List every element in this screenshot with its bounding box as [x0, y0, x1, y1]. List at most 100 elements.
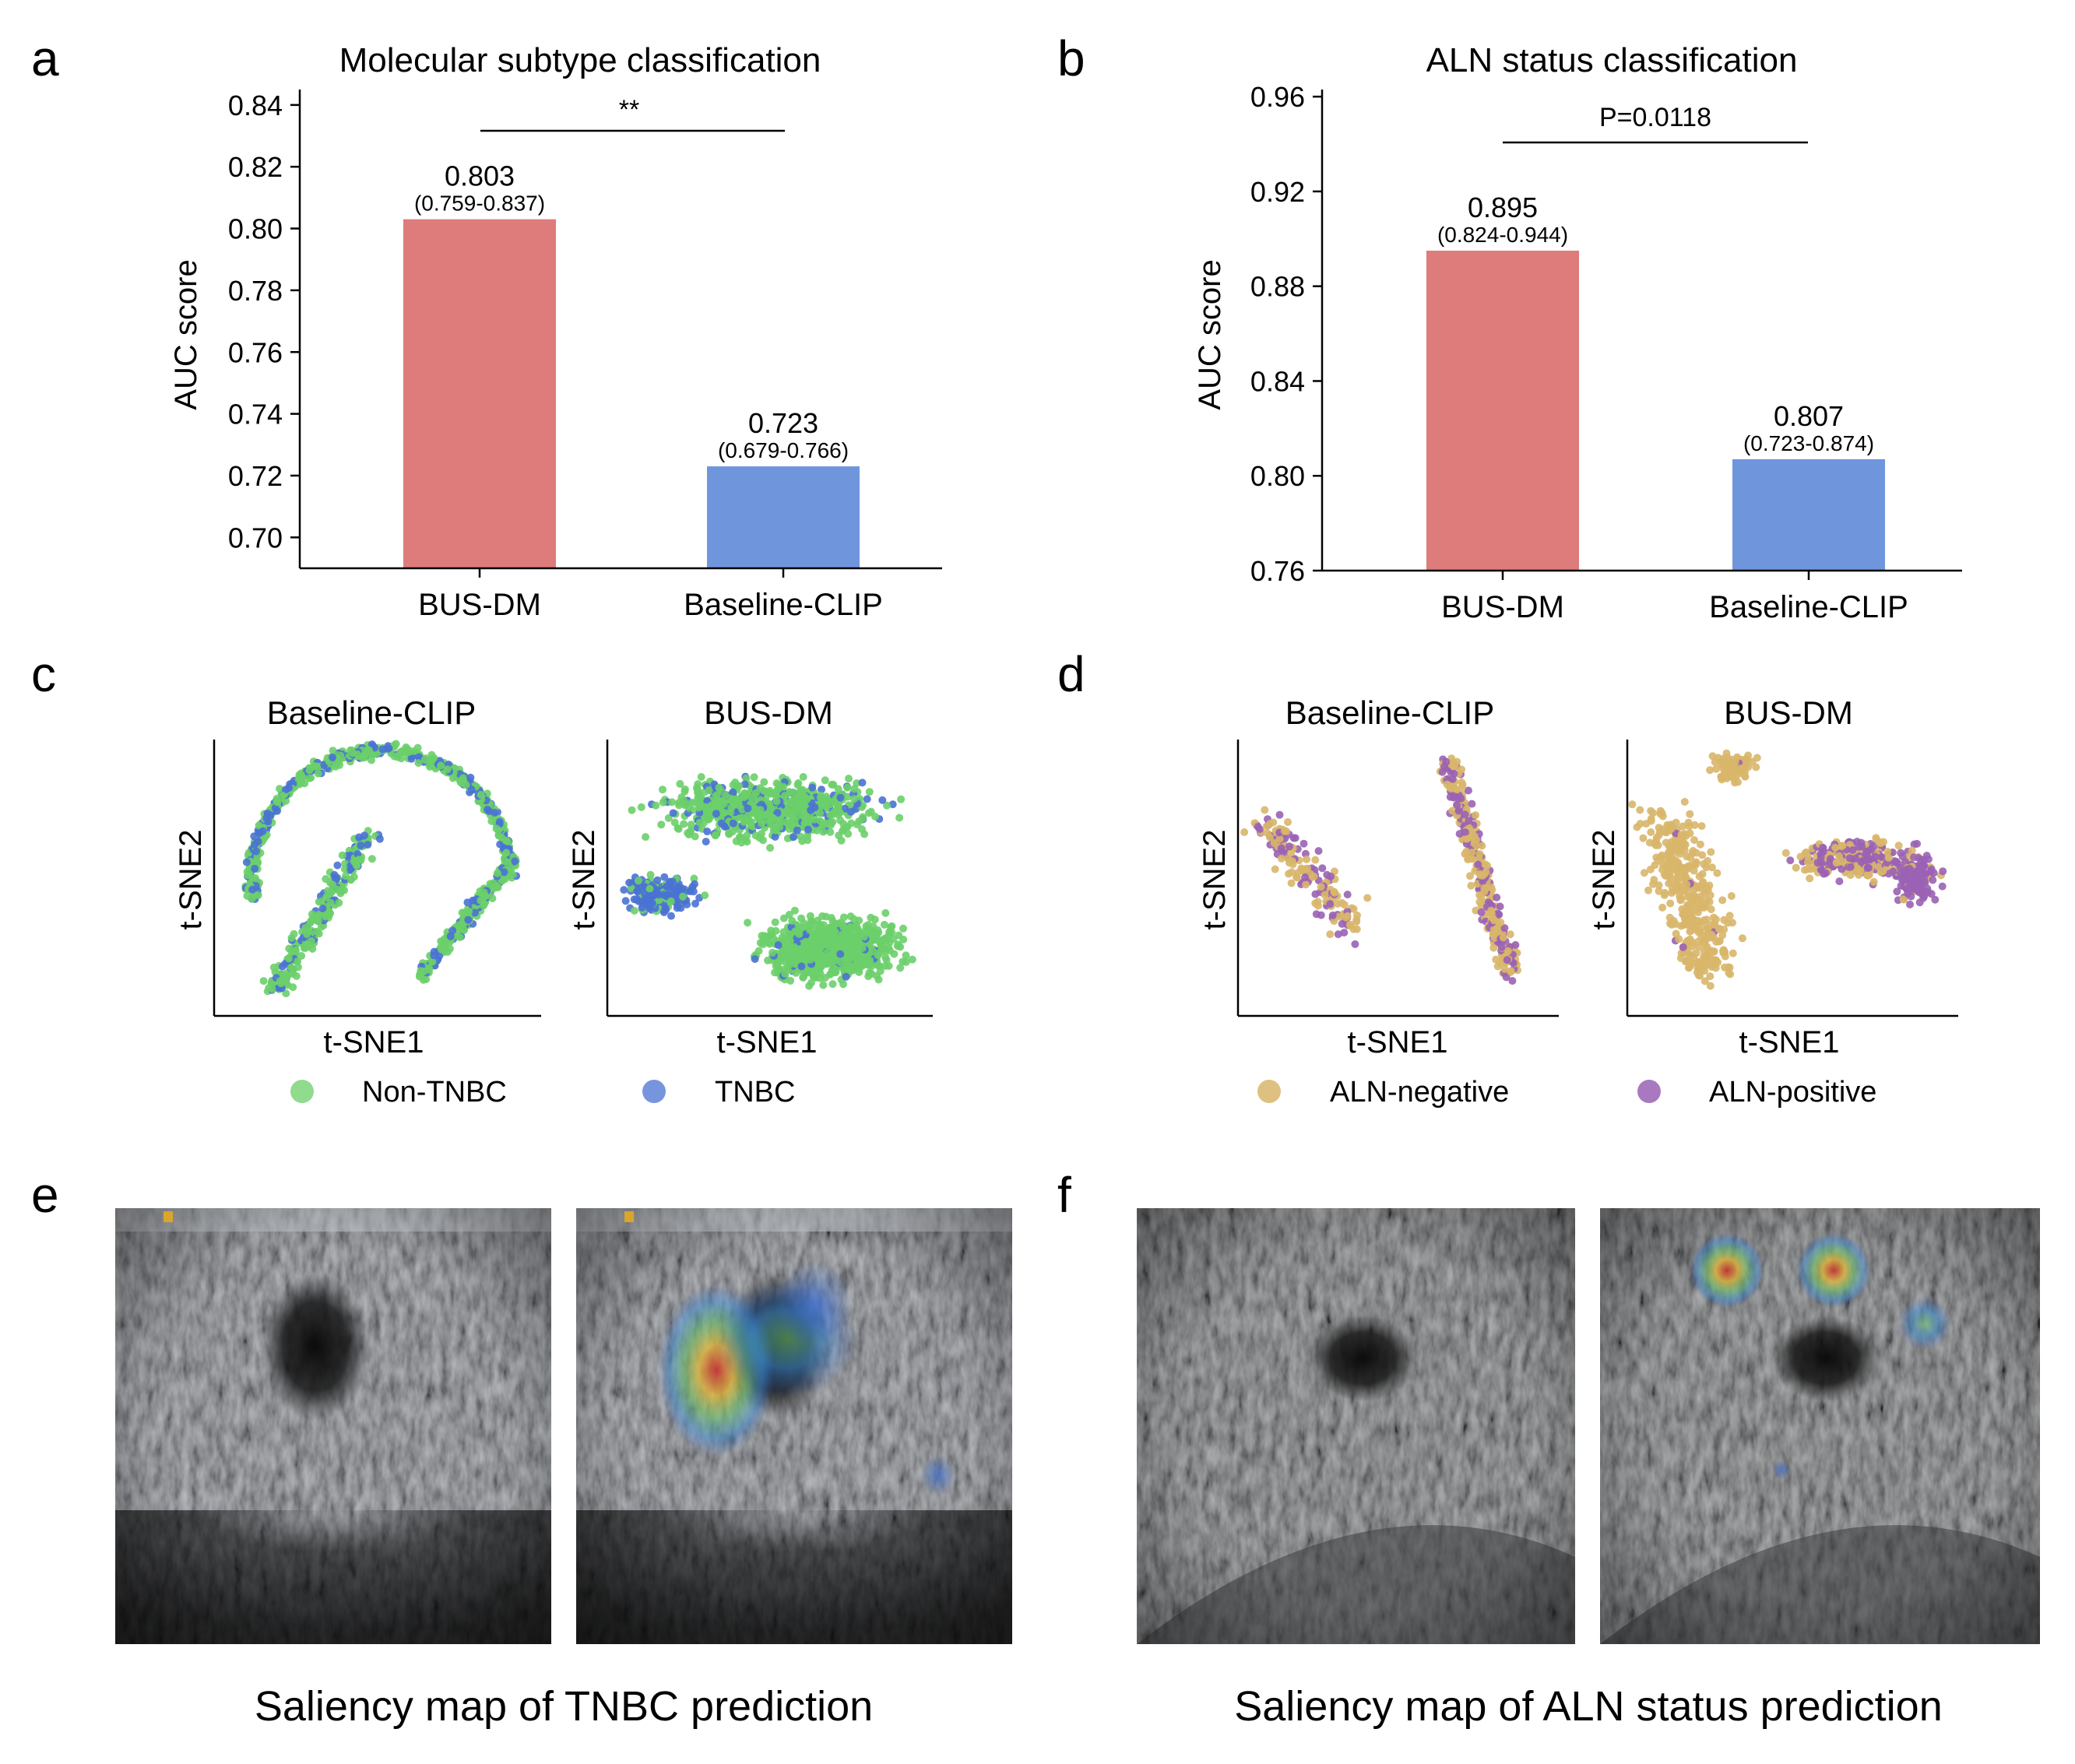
- scatter-point: [1506, 930, 1514, 939]
- scatter-point: [1644, 886, 1652, 894]
- scatter-point: [792, 927, 800, 936]
- chart-title: Molecular subtype classification: [339, 41, 821, 79]
- scatter-point: [871, 813, 879, 821]
- scatter-point: [1655, 887, 1663, 895]
- scatter-point: [407, 754, 416, 763]
- scatter-point: [865, 788, 874, 796]
- scatter-point: [348, 749, 357, 757]
- scatter-point: [867, 934, 876, 943]
- scatter-point: [1893, 887, 1901, 896]
- scatter-point: [1321, 891, 1329, 899]
- scatter-point: [1477, 893, 1486, 901]
- scatter-point: [638, 904, 646, 912]
- scatter-point: [491, 883, 500, 891]
- scatter-point: [875, 961, 884, 970]
- scatter-point: [1285, 842, 1293, 851]
- scatter-point: [1649, 880, 1657, 888]
- scatter-point: [428, 958, 437, 966]
- x-ticks: BUS-DM Baseline-CLIP: [1441, 571, 1908, 624]
- scatter-point: [790, 833, 798, 842]
- scatter-point: [1486, 909, 1495, 918]
- scatter-point: [756, 806, 765, 814]
- scatter-point: [469, 896, 477, 905]
- data-label: 0.803: [445, 160, 515, 192]
- scatter-point: [446, 932, 455, 940]
- scatter-point: [1240, 828, 1249, 836]
- scatter-point: [712, 810, 720, 818]
- scatter-point: [1335, 912, 1343, 921]
- scatter-point: [1896, 863, 1904, 872]
- y-tick-label: 0.92: [1250, 176, 1305, 208]
- scatter-point: [1908, 846, 1916, 855]
- scatter-point: [858, 943, 867, 952]
- scatter-point: [1707, 905, 1715, 914]
- scatter-point: [1699, 877, 1707, 886]
- ultrasound-image-saliency: [576, 1208, 1012, 1644]
- scatter-point: [902, 951, 910, 960]
- scatter-point: [338, 851, 346, 859]
- scatter-point: [818, 912, 827, 920]
- bar-chart-molecular-subtype: Molecular subtype classification AUC sco…: [169, 41, 942, 622]
- scatter-point: [880, 920, 888, 929]
- scatter-point: [464, 915, 473, 924]
- scatter-point: [806, 912, 814, 920]
- scatter-point: [711, 831, 719, 840]
- scatter-point: [1897, 881, 1905, 890]
- scatter-point: [425, 964, 433, 972]
- scatter-point: [287, 964, 295, 972]
- scatter-point: [1328, 911, 1337, 919]
- scatter-point: [720, 808, 729, 817]
- scatter-point: [1721, 963, 1729, 972]
- scatter-point: [1502, 973, 1511, 982]
- scatter-point: [1729, 949, 1737, 958]
- scatter-point: [1287, 879, 1296, 887]
- scatter-point: [1271, 865, 1279, 873]
- scatter-point: [823, 956, 832, 964]
- scatter-point: [625, 878, 634, 887]
- scatter-point: [878, 943, 887, 952]
- scatter-point: [788, 813, 797, 821]
- scatter-point: [1645, 838, 1654, 847]
- scatter-point: [645, 884, 654, 893]
- scatter-point: [1340, 901, 1349, 909]
- scatter-point: [1781, 849, 1790, 857]
- scatter-point: [1682, 957, 1690, 965]
- scatter-point: [895, 813, 904, 822]
- scatter-point: [1660, 870, 1669, 879]
- scatter-point: [1495, 910, 1503, 919]
- scatter-point: [1744, 751, 1753, 760]
- scatter-point: [846, 923, 855, 932]
- scatter-point: [804, 967, 813, 975]
- scatter-point: [767, 789, 775, 798]
- scatter-point: [333, 861, 342, 870]
- scatter-point: [502, 849, 511, 857]
- scatter-point: [390, 752, 399, 761]
- scatter-point: [846, 954, 855, 962]
- scatter-point: [1917, 880, 1926, 888]
- scatter-point: [778, 953, 786, 961]
- scatter-point: [683, 900, 691, 908]
- bar-bus-dm: [1426, 251, 1579, 571]
- ci-label: (0.759-0.837): [414, 192, 545, 216]
- scatter-point: [1496, 902, 1504, 911]
- scatter-point: [1464, 786, 1472, 795]
- scatter-point: [248, 894, 256, 903]
- scatter-point: [1672, 920, 1680, 928]
- scatter-point: [251, 864, 259, 873]
- scatter-point: [1720, 915, 1729, 924]
- scatter-point: [794, 779, 803, 787]
- scatter-point: [1712, 764, 1721, 773]
- scatter-point: [687, 821, 695, 829]
- scatter-point: [1879, 866, 1887, 875]
- scatter-point: [863, 795, 871, 803]
- scatter-point: [842, 972, 850, 981]
- scatter-point: [305, 766, 314, 775]
- scatter-point: [1711, 921, 1719, 929]
- scatter-point: [1467, 881, 1475, 890]
- scatter-point: [902, 958, 910, 966]
- scatter-point: [1912, 870, 1921, 878]
- scatter-point: [1492, 955, 1500, 964]
- scatter-point: [1640, 869, 1648, 877]
- scatter-point: [850, 785, 859, 793]
